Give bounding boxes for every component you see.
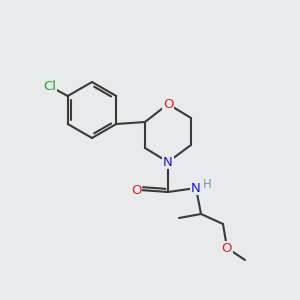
Text: O: O — [163, 98, 173, 110]
Text: Cl: Cl — [43, 80, 56, 92]
Text: N: N — [163, 155, 173, 169]
Text: N: N — [191, 182, 201, 194]
Text: O: O — [222, 242, 232, 254]
Text: H: H — [202, 178, 211, 191]
Text: O: O — [131, 184, 141, 196]
